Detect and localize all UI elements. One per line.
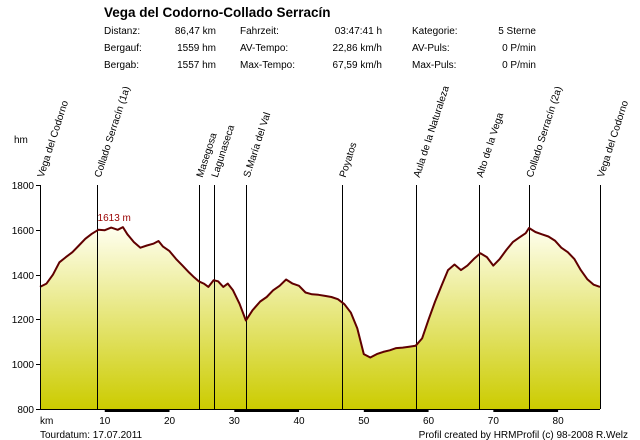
x-tick-label: 60: [423, 416, 435, 427]
waypoint-labels: Vega del Codorno Collado Serracín (1a) Mas…: [36, 84, 631, 179]
waypoint-label: Vega del Codorno: [36, 99, 71, 179]
waypoint-label: Aula de la Naturaleza: [412, 84, 452, 179]
stat-label: Fahrzeit:: [240, 26, 279, 37]
x-axis-segment: [234, 409, 300, 412]
waypoint-label: S.María del Val: [242, 111, 273, 179]
x-tick-label: 50: [358, 416, 370, 427]
stat-value: 0 P/min: [502, 60, 536, 71]
stat-value: 1559 hm: [177, 43, 216, 54]
elevation-area: [40, 227, 600, 409]
stat-label: AV-Puls:: [412, 43, 450, 54]
x-tick-label: 20: [164, 416, 176, 427]
stat-label: Kategorie:: [412, 26, 458, 37]
stat-label: Distanz:: [104, 26, 140, 37]
profile-credit: Profil created by HRMProfil (c) 98-2008 …: [419, 430, 628, 440]
waypoint-label: Alto de la Vega: [475, 111, 506, 179]
stats-block: Distanz: 86,47 km Fahrzeit: 03:47:41 h Kateg…: [104, 26, 536, 71]
y-tick-label: 1400: [12, 271, 35, 282]
stat-value: 5 Sterne: [498, 26, 536, 37]
stat-value: 0 P/min: [502, 43, 536, 54]
y-axis-label: hm: [14, 135, 28, 146]
waypoint-label: Collado Serracín (2a): [525, 85, 565, 179]
tour-date: Tourdatum: 17.07.2011: [40, 430, 143, 440]
waypoint-label: Collado Serracín (1a): [93, 85, 133, 179]
stat-value: 86,47 km: [175, 26, 216, 37]
max-elevation-label: 1613 m: [98, 213, 131, 224]
y-tick-label: 800: [17, 405, 34, 416]
stat-label: Max-Puls:: [412, 60, 456, 71]
stat-value: 03:47:41 h: [335, 26, 382, 37]
stat-value: 1557 hm: [177, 60, 216, 71]
x-tick-label: 30: [229, 416, 241, 427]
stat-label: Bergab:: [104, 60, 139, 71]
elevation-line: [39, 226, 601, 359]
stat-label: Max-Tempo:: [240, 60, 295, 71]
y-tick-label: 1000: [12, 360, 35, 371]
waypoint-label: Poyatos: [338, 141, 360, 179]
x-tick-label: 70: [488, 416, 500, 427]
x-axis: 10 20 30 40 50 60 70 80 km: [40, 409, 600, 427]
x-tick-label: 10: [99, 416, 111, 427]
stat-label: Bergauf:: [104, 43, 142, 54]
x-axis-segment: [104, 409, 170, 412]
chart-title: Vega del Codorno-Collado Serracín: [104, 5, 331, 20]
x-axis-segment: [363, 409, 429, 412]
stat-label: AV-Tempo:: [240, 43, 288, 54]
y-tick-label: 1600: [12, 226, 35, 237]
y-tick-label: 1800: [12, 181, 35, 192]
x-tick-label: 80: [553, 416, 565, 427]
y-axis: 800 1000 1200 1400 1600 1800: [12, 181, 41, 416]
x-axis-label: km: [40, 416, 53, 427]
x-axis-segment: [493, 409, 559, 412]
y-tick-label: 1200: [12, 315, 35, 326]
stat-value: 22,86 km/h: [333, 43, 382, 54]
stat-value: 67,59 km/h: [333, 60, 382, 71]
waypoint-label: Vega del Codorno: [596, 99, 631, 179]
x-tick-label: 40: [293, 416, 305, 427]
